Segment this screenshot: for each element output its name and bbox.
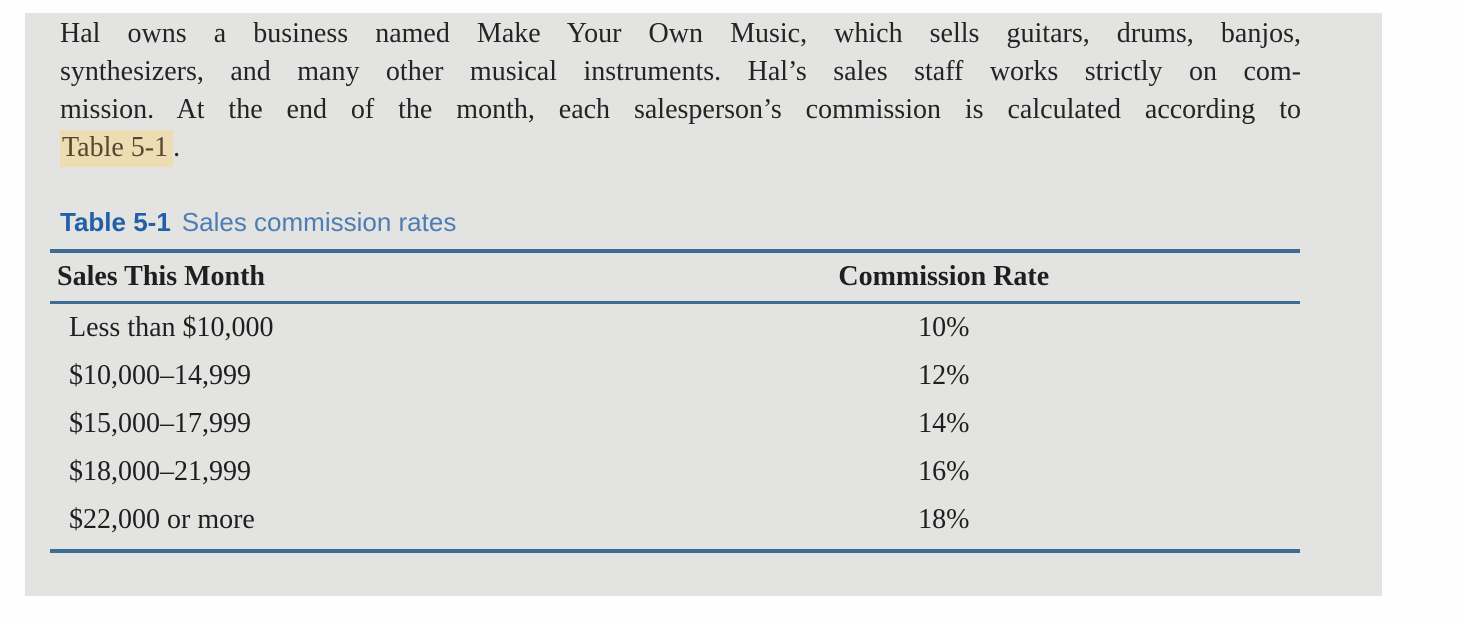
table-row: $18,000–21,999 16% [50, 448, 1300, 496]
content-panel: Hal owns a business named Make Your Own … [25, 13, 1382, 596]
rate-cell: 12% [918, 360, 970, 391]
sales-cell: Less than $10,000 [69, 312, 274, 343]
column-header-rate: Commission Rate [838, 261, 1050, 292]
commission-table: Sales This Month Commission Rate Less th… [50, 249, 1300, 553]
table-top-rule [50, 249, 1300, 253]
rate-cell: 10% [918, 312, 970, 343]
table-caption-title: Sales commission rates [181, 207, 457, 237]
sentence-period: . [173, 132, 181, 163]
paragraph-line: mission. At the end of the month, each s… [60, 94, 1301, 125]
paragraph-line: synthesizers, and many other musical ins… [60, 56, 1301, 87]
table-row: $15,000–17,999 14% [50, 400, 1300, 448]
table-header-rule [50, 301, 1300, 304]
table-ref-link[interactable]: Table 5-1 [60, 130, 174, 167]
sales-cell: $18,000–21,999 [69, 456, 251, 487]
paragraph-line: Hal owns a business named Make Your Own … [60, 18, 1301, 49]
table-bottom-rule [50, 549, 1300, 553]
column-header-sales: Sales This Month [57, 261, 265, 292]
sales-cell: $15,000–17,999 [69, 408, 251, 439]
rate-cell: 16% [918, 456, 970, 487]
table-row: Less than $10,000 10% [50, 304, 1300, 352]
sales-cell: $10,000–14,999 [69, 360, 251, 391]
table-header-row: Sales This Month Commission Rate [50, 253, 1300, 301]
table-caption-label: Table 5-1 [60, 207, 171, 237]
table-caption: Table 5-1 Sales commission rates [60, 207, 456, 238]
table-row: $22,000 or more 18% [50, 496, 1300, 544]
table-row: $10,000–14,999 12% [50, 352, 1300, 400]
rate-cell: 14% [918, 408, 970, 439]
sales-cell: $22,000 or more [69, 504, 255, 535]
rate-cell: 18% [918, 504, 970, 535]
paragraph-line: Table 5-1. [60, 129, 1301, 167]
intro-paragraph: Hal owns a business named Make Your Own … [60, 15, 1301, 167]
